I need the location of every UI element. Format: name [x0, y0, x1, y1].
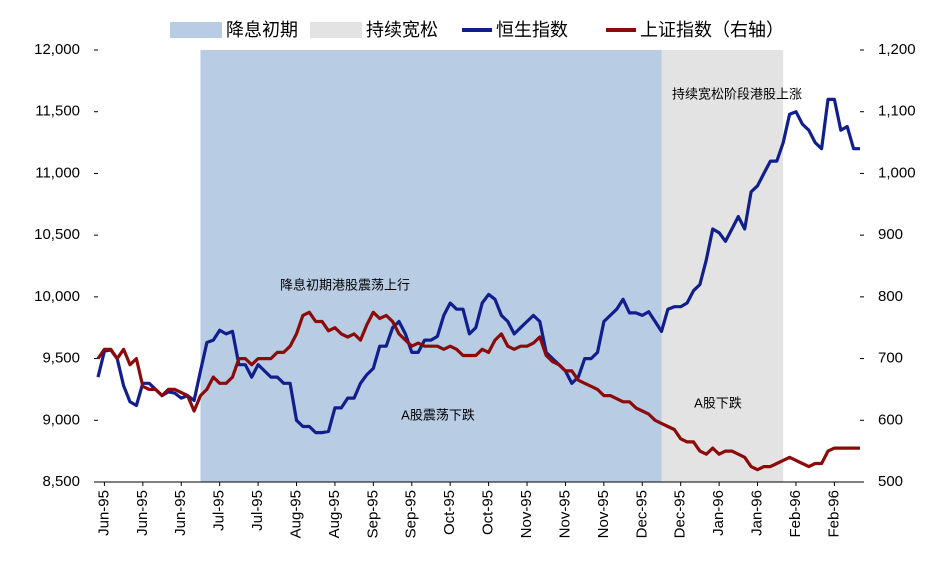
y2-tick-label: 1,200 — [878, 41, 916, 58]
annotation: 持续宽松阶段港股上涨 — [672, 86, 802, 101]
y-tick-label: 11,500 — [35, 103, 80, 120]
x-tick-label: Jan-96 — [749, 490, 766, 536]
x-tick-label: Sep-95 — [403, 490, 420, 538]
x-tick-label: Nov-95 — [518, 490, 535, 538]
y2-tick-label: 700 — [878, 350, 903, 367]
y2-tick-label: 800 — [878, 288, 903, 305]
x-tick-label: Nov-95 — [595, 490, 612, 538]
x-tick-label: Oct-95 — [480, 490, 497, 535]
x-tick-label: Jul-95 — [211, 490, 228, 531]
x-tick-label: Nov-95 — [556, 490, 573, 538]
legend-label: 持续宽松 — [366, 20, 438, 40]
x-tick-label: Jan-96 — [710, 490, 727, 536]
legend-swatch — [170, 22, 222, 38]
y-tick-label: 10,500 — [34, 226, 80, 243]
x-tick-label: Oct-95 — [441, 490, 458, 535]
y2-tick-label: 500 — [878, 473, 903, 490]
x-tick-label: Feb-96 — [825, 490, 842, 538]
y-tick-label: 8,500 — [42, 473, 80, 490]
series-line — [96, 310, 860, 472]
shaded-period — [661, 50, 784, 482]
annotation: A股震荡下跌 — [401, 407, 475, 422]
shaded-period — [200, 50, 662, 482]
x-tick-label: Sep-95 — [364, 490, 381, 538]
annotation: A股下跌 — [694, 395, 742, 410]
series-line — [96, 97, 860, 435]
y2-tick-label: 900 — [878, 226, 903, 243]
x-tick-label: Jun-95 — [172, 490, 189, 536]
x-tick-label: Jul-95 — [249, 490, 266, 531]
legend-label: 上证指数（右轴） — [640, 20, 784, 40]
y-tick-label: 9,000 — [42, 411, 80, 428]
x-tick-label: Aug-95 — [287, 490, 304, 538]
y-tick-label: 12,000 — [34, 41, 80, 58]
y2-tick-label: 1,000 — [878, 164, 916, 181]
y-tick-label: 9,500 — [42, 350, 80, 367]
y2-tick-label: 1,100 — [878, 103, 916, 120]
x-tick-label: Feb-96 — [787, 490, 804, 538]
y-tick-label: 11,000 — [35, 164, 80, 181]
x-tick-label: Dec-95 — [672, 490, 689, 538]
x-tick-label: Jun-95 — [134, 490, 151, 536]
y2-tick-label: 600 — [878, 411, 903, 428]
legend-label: 降息初期 — [226, 20, 298, 40]
legend-label: 恒生指数 — [496, 20, 568, 40]
x-tick-label: Aug-95 — [326, 490, 343, 538]
x-tick-label: Dec-95 — [633, 490, 650, 538]
y-tick-label: 10,000 — [34, 288, 80, 305]
annotation: 降息初期港股震荡上行 — [280, 277, 410, 292]
legend-swatch — [310, 22, 362, 38]
x-tick-label: Jun-95 — [95, 490, 112, 536]
